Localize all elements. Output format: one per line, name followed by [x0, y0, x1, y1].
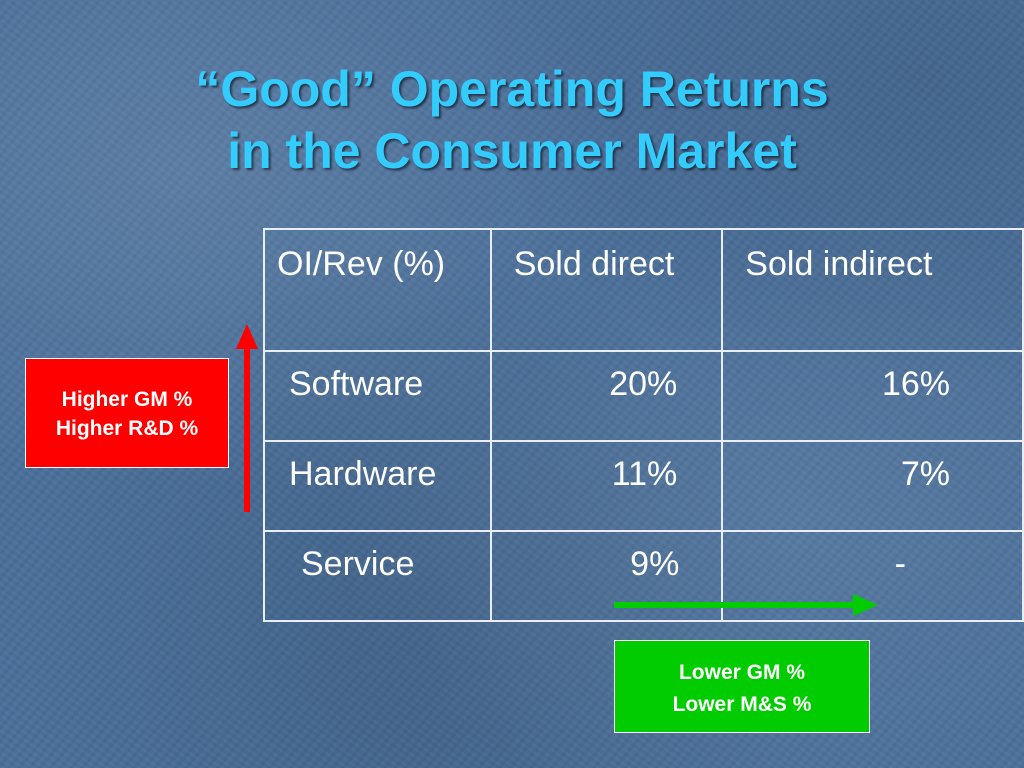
slide-title-line-2: in the Consumer Market — [227, 123, 797, 179]
right-arrow-icon — [614, 594, 878, 616]
operating-returns-table: OI/Rev (%) Sold direct Sold indirect Sof… — [263, 228, 1024, 622]
up-arrow-icon — [236, 324, 258, 512]
slide-title: “Good” Operating Returns in the Consumer… — [0, 58, 1024, 182]
table-row-software: Software 20% 16% — [263, 350, 1024, 442]
higher-margin-callout: Higher GM % Higher R&D % — [25, 358, 229, 468]
header-oi-rev: OI/Rev (%) — [263, 228, 492, 352]
cell-software-sold-indirect: 16% — [721, 350, 1024, 442]
table-row-service: Service 9% - — [263, 530, 1024, 622]
slide-title-line-1: “Good” Operating Returns — [195, 61, 829, 117]
lower-gm-label: Lower GM % — [678, 661, 805, 684]
row-label-software: Software — [263, 350, 492, 442]
higher-rd-label: Higher R&D % — [55, 417, 199, 440]
table-header-row: OI/Rev (%) Sold direct Sold indirect — [263, 228, 1024, 352]
higher-gm-label: Higher GM % — [61, 388, 193, 411]
cell-software-sold-direct: 20% — [489, 350, 724, 442]
table-row-hardware: Hardware 11% 7% — [263, 440, 1024, 532]
row-label-hardware: Hardware — [263, 440, 492, 532]
row-label-service: Service — [263, 530, 492, 622]
lower-ms-label: Lower M&S % — [672, 693, 812, 716]
header-sold-direct: Sold direct — [489, 228, 724, 352]
lower-margin-callout: Lower GM % Lower M&S % — [614, 640, 870, 733]
cell-hardware-sold-indirect: 7% — [721, 440, 1024, 532]
cell-hardware-sold-direct: 11% — [489, 440, 724, 532]
header-sold-indirect: Sold indirect — [721, 228, 1024, 352]
